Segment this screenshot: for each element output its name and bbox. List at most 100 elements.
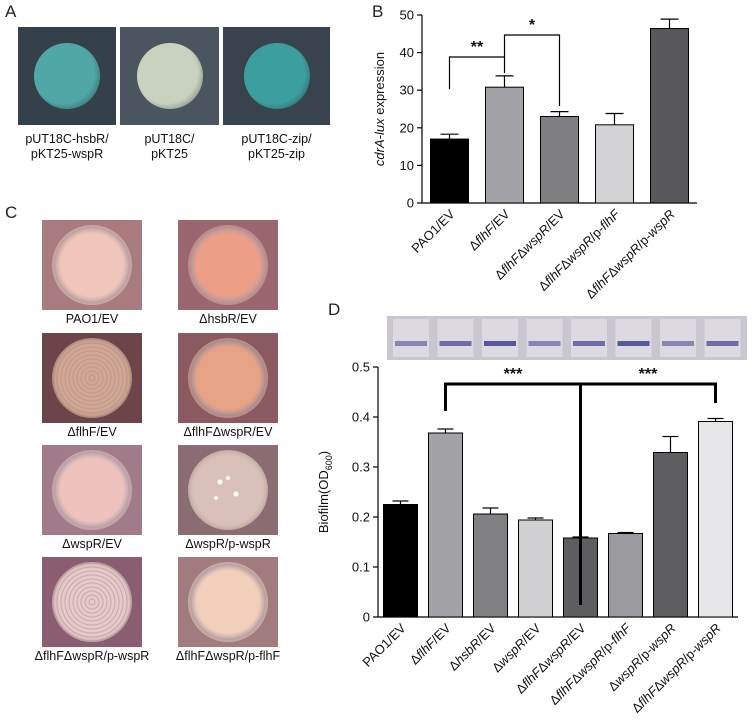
panel-a-photo-1	[18, 27, 116, 125]
gel-lane	[615, 319, 652, 357]
bar	[653, 452, 688, 618]
bar	[473, 513, 508, 618]
panel-b-letter: B	[372, 2, 384, 21]
panel-c-caption-6: ΔwspR/p-wspR	[185, 537, 271, 551]
x-tick-label: PAO1/EV	[359, 620, 409, 670]
caption-line-2: pKT25	[151, 147, 188, 161]
colony-morphology	[52, 562, 132, 642]
panel-c-photo-3	[42, 333, 142, 423]
panel-d-gel-strip	[387, 316, 747, 360]
colony-spot	[243, 43, 310, 109]
colony-morphology	[188, 562, 268, 642]
panel-a-caption-1: pUT18C-hsbR/pKT25-wspR	[4, 132, 130, 162]
gel-band	[528, 341, 561, 346]
bar	[485, 86, 524, 204]
bar	[428, 432, 463, 618]
y-tick-label: 0.1	[352, 560, 370, 575]
y-tick-label: 0	[407, 196, 414, 211]
x-tick-label: PAO1/EV	[408, 206, 458, 256]
colony-morphology	[188, 225, 268, 305]
gel-lane	[393, 319, 429, 357]
bar	[650, 28, 689, 204]
colony-morphology	[52, 225, 132, 305]
y-tick-label: 0	[363, 610, 370, 625]
bar	[698, 421, 733, 618]
significance-bracket	[444, 382, 582, 605]
x-tick-label: ΔflhF/EV	[466, 206, 513, 253]
panel-a-caption-2: pUT18C/pKT25	[106, 132, 233, 162]
bar	[383, 504, 418, 618]
gel-band	[706, 341, 739, 346]
y-tick-label: 0.4	[352, 410, 370, 425]
panel-c-caption-7: ΔflhFΔwspR/p-wspR	[34, 649, 150, 663]
colony-spot	[34, 43, 100, 109]
panel-c-photo-5	[42, 445, 142, 535]
gel-lane	[660, 319, 696, 357]
panel-c-photo-8	[178, 557, 278, 647]
colony-spot	[136, 43, 203, 109]
gel-lane	[704, 319, 741, 357]
gel-band	[395, 341, 427, 346]
y-tick-label: 10	[400, 158, 414, 173]
gel-lane	[571, 319, 607, 357]
significance-stars: ***	[639, 366, 658, 383]
panel-c-photo-1	[42, 220, 142, 310]
panel-c-caption-4: ΔflhFΔwspR/EV	[183, 425, 273, 439]
colony-morphology	[188, 338, 268, 418]
y-tick-label: 20	[400, 120, 414, 135]
panel-c-caption-1: PAO1/EV	[65, 312, 119, 326]
panel-c-caption-3: ΔflhF/EV	[67, 425, 117, 439]
x-tick-label: ΔflhFΔwspR/p-flhF	[546, 620, 634, 708]
gel-band	[484, 341, 516, 346]
bar	[608, 533, 643, 618]
significance-stars: **	[471, 39, 484, 56]
y-tick-label: 30	[400, 83, 414, 98]
gel-lane	[526, 319, 563, 357]
panel-c-photo-6	[178, 445, 278, 535]
significance-bracket	[579, 382, 717, 605]
y-tick-label: 0.5	[352, 360, 370, 375]
significance-bracket	[503, 34, 561, 106]
panel-c-photo-4	[178, 333, 278, 423]
panel-c-photo-7	[42, 557, 142, 647]
panel-a-photo-2	[120, 27, 219, 125]
colony-morphology	[52, 338, 132, 418]
caption-line-1: pUT18C-hsbR/	[25, 132, 109, 146]
panel-b-chart: 0 10 20 30 40 50 cdrA-lux expression PAO1/EVΔfl…	[372, 8, 697, 301]
y-axis-label: cdrA-lux expression	[372, 52, 387, 166]
y-tick-label: 0.2	[352, 510, 370, 525]
significance-stars: *	[529, 17, 536, 34]
panel-a-caption-3: pUT18C-zip/pKT25-zip	[209, 132, 344, 162]
panel-d-chart: 00.10.20.30.40.5Biofilm(OD600)PAO1/EVΔfl…	[316, 360, 738, 715]
panel-c-photo-2	[178, 220, 278, 310]
gel-lane	[437, 319, 474, 357]
gel-lane	[482, 319, 518, 357]
significance-bracket	[448, 56, 506, 89]
panel-a-letter: A	[5, 2, 17, 21]
bar	[430, 138, 469, 204]
caption-line-2: pKT25-zip	[248, 147, 305, 161]
y-tick-label: 40	[400, 45, 414, 60]
gel-band	[617, 341, 650, 346]
x-tick-label: ΔflhF/EV	[407, 620, 454, 667]
colony-morphology	[52, 450, 132, 530]
gel-band	[573, 341, 605, 346]
panel-a-photo-3	[223, 27, 330, 125]
significance-stars: ***	[504, 366, 523, 383]
y-tick-label: 50	[400, 8, 414, 23]
bar	[595, 124, 634, 204]
bar	[518, 519, 553, 618]
bar	[540, 116, 579, 204]
panel-c-caption-2: ΔhsbR/EV	[199, 312, 257, 326]
y-tick-label: 0.3	[352, 460, 370, 475]
panel-c-caption-8: ΔflhFΔwspR/p-flhF	[175, 649, 281, 663]
y-axis-label: Biofilm(OD600)	[316, 451, 334, 533]
panel-c-caption-5: ΔwspR/EV	[62, 537, 122, 551]
panel-c-letter: C	[5, 203, 18, 222]
colony-morphology	[188, 450, 268, 530]
caption-line-1: pUT18C/	[144, 132, 195, 146]
caption-line-2: pKT25-wspR	[30, 147, 104, 161]
panel-d-letter: D	[328, 300, 341, 319]
caption-line-1: pUT18C-zip/	[241, 132, 312, 146]
gel-band	[662, 341, 694, 346]
